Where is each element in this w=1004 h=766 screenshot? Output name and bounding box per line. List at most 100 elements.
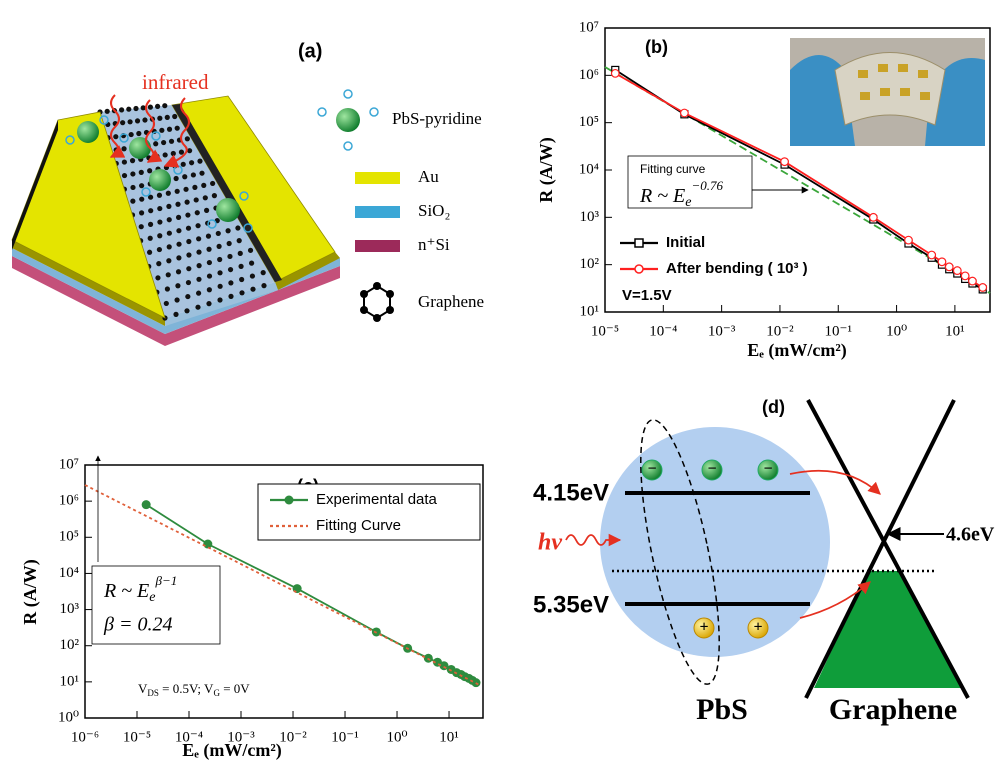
energy-label: 4.15eV bbox=[533, 479, 609, 506]
marker bbox=[203, 540, 212, 549]
energy-label: 5.35eV bbox=[533, 591, 609, 618]
carbon-atom bbox=[197, 159, 202, 164]
carbon-atom bbox=[227, 241, 232, 246]
x-axis-label: Eₑ (mW/cm²) bbox=[747, 340, 847, 361]
carbon-atom bbox=[174, 297, 179, 302]
note-part: DS bbox=[147, 688, 159, 698]
carbon-atom bbox=[196, 250, 201, 255]
legend-label: SiO₂ bbox=[418, 201, 450, 220]
carbon-atom bbox=[182, 174, 187, 179]
carbon-atom bbox=[157, 206, 162, 211]
carbon-atom bbox=[129, 132, 134, 137]
carbon-atom bbox=[174, 176, 179, 181]
x-tick-label: 10⁻¹ bbox=[825, 323, 852, 339]
x-tick-label: 10⁻⁵ bbox=[123, 729, 151, 745]
panel-d: (d) 4.15eV 5.35eV hν − − − + + 4.6eV PbS… bbox=[533, 397, 995, 726]
carbon-atom bbox=[228, 294, 233, 299]
note-part: = 0.5V; V bbox=[159, 681, 214, 696]
carbon-atom bbox=[238, 264, 243, 269]
marker bbox=[681, 109, 689, 117]
carbon-atom bbox=[166, 191, 171, 196]
carbon-atom bbox=[196, 236, 201, 241]
carbon-atom bbox=[166, 258, 171, 263]
carbon-atom bbox=[154, 154, 159, 159]
carbon-atom bbox=[249, 261, 254, 266]
carbon-atom bbox=[228, 280, 233, 285]
y-axis-label: R (A/W) bbox=[536, 137, 557, 203]
carbon-atom bbox=[217, 244, 222, 249]
panel-label: (a) bbox=[298, 40, 322, 62]
marker bbox=[979, 284, 987, 292]
formula-main: R ~ E bbox=[103, 580, 149, 602]
x-tick-label: 10⁻² bbox=[279, 729, 307, 745]
carbon-atom bbox=[239, 277, 244, 282]
carbon-atom bbox=[175, 189, 180, 194]
legend-swatch bbox=[355, 240, 400, 252]
carbon-atom bbox=[175, 283, 180, 288]
carbon-atom bbox=[139, 224, 144, 229]
marker bbox=[781, 158, 789, 166]
carbon-atom bbox=[185, 294, 190, 299]
formula-main: R ~ E bbox=[639, 185, 685, 207]
y-tick-label: 10⁶ bbox=[59, 493, 79, 509]
carbon-atom bbox=[166, 204, 171, 209]
marker bbox=[969, 277, 977, 285]
carbon-atom bbox=[189, 160, 194, 165]
carbon-atom bbox=[196, 291, 201, 296]
y-tick-label: 10¹ bbox=[580, 303, 600, 319]
panel-label: (d) bbox=[762, 397, 785, 417]
legend-label: Au bbox=[418, 167, 439, 186]
carbon-atom bbox=[185, 212, 190, 217]
legend-marker bbox=[635, 239, 643, 247]
carbon-atom bbox=[139, 197, 144, 202]
marker bbox=[928, 251, 936, 259]
legend-marker bbox=[285, 496, 294, 505]
carbon-atom bbox=[148, 222, 153, 227]
y-tick-label: 10² bbox=[580, 256, 600, 272]
carbon-atom bbox=[139, 210, 144, 215]
carbon-atom bbox=[135, 118, 140, 123]
carbon-atom bbox=[167, 217, 172, 222]
carbon-atom bbox=[195, 305, 200, 310]
carbon-atom bbox=[120, 120, 125, 125]
carbon-atom bbox=[210, 181, 215, 186]
pbs-dot bbox=[129, 137, 151, 159]
y-tick-label: 10² bbox=[60, 637, 80, 653]
marker bbox=[611, 70, 619, 78]
page: (a) infrared PbS-pyridine Au SiO₂ n⁺Si G… bbox=[0, 0, 1004, 766]
carbon-atom bbox=[127, 119, 132, 124]
carbon-atom bbox=[186, 252, 191, 257]
y-axis-label: R (A/W) bbox=[20, 559, 41, 625]
carbon-atom bbox=[139, 170, 144, 175]
carbon-atom bbox=[169, 139, 174, 144]
marker bbox=[954, 267, 962, 275]
carbon-atom bbox=[157, 247, 162, 252]
carbon-atom bbox=[179, 150, 184, 155]
y-tick-label: 10³ bbox=[60, 601, 80, 617]
legend-label: n⁺Si bbox=[418, 235, 450, 254]
carbon-atom bbox=[176, 242, 181, 247]
legend-label: Graphene bbox=[418, 292, 484, 311]
carbon-atom bbox=[142, 117, 147, 122]
panel-a: (a) infrared PbS-pyridine Au SiO₂ n⁺Si G… bbox=[12, 40, 484, 346]
carbon-atom bbox=[186, 239, 191, 244]
carbon-atom bbox=[122, 159, 127, 164]
carbon-atom bbox=[133, 106, 138, 111]
y-tick-label: 10⁷ bbox=[579, 19, 599, 35]
x-axis-label: Eₑ (mW/cm²) bbox=[182, 740, 282, 761]
carbon-atom bbox=[175, 202, 180, 207]
carbon-atom bbox=[105, 109, 110, 114]
hexagon-icon bbox=[364, 286, 390, 318]
y-tick-label: 10⁷ bbox=[59, 456, 79, 472]
carbon-atom bbox=[185, 136, 190, 141]
carbon-atom bbox=[186, 266, 191, 271]
carbon-atom bbox=[161, 140, 166, 145]
x-tick-label: 10¹ bbox=[945, 323, 965, 339]
carbon-atom bbox=[207, 260, 212, 265]
carbon-atom bbox=[130, 199, 135, 204]
carbon-atom bbox=[197, 263, 202, 268]
carbon-atom bbox=[261, 283, 266, 288]
x-tick-label: 10¹ bbox=[439, 729, 459, 745]
carbon-atom bbox=[147, 250, 152, 255]
x-tick-label: 10⁰ bbox=[387, 729, 408, 745]
